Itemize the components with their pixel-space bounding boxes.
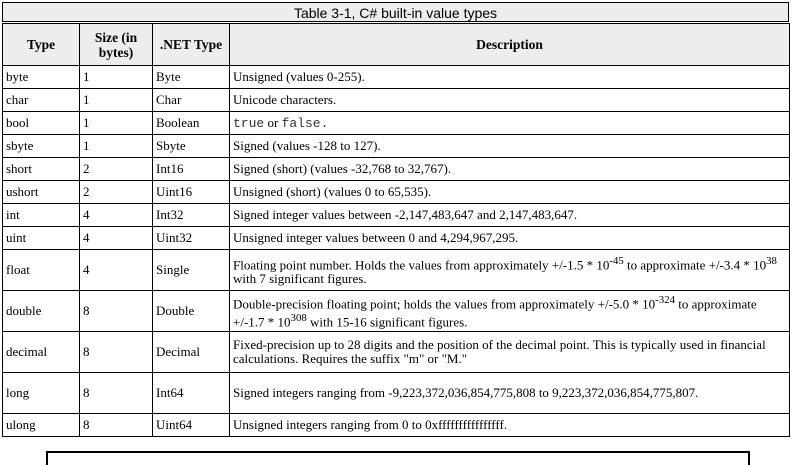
cell-type: char (2, 88, 80, 112)
header-description: Description (229, 23, 790, 66)
description-text: to approximate +/-3.4 * 10 (623, 257, 767, 273)
table-caption: Table 3-1, C# built-in value types (2, 2, 789, 22)
cell-type: float (2, 249, 80, 291)
cell-size: 1 (79, 134, 153, 158)
cell-type: sbyte (2, 134, 80, 158)
table-row: sbyte 1 Sbyte Signed (values -128 to 127… (2, 134, 790, 158)
header-net-type: .NET Type (152, 23, 230, 66)
cell-size: 8 (79, 413, 153, 437)
cell-type: ulong (2, 413, 80, 437)
cell-net-type: Int64 (152, 372, 230, 414)
next-section-box (46, 451, 750, 465)
cell-net-type: Boolean (152, 111, 230, 135)
cell-size: 4 (79, 249, 153, 291)
keyword-true: true (233, 115, 265, 131)
cell-type: bool (2, 111, 80, 135)
cell-description: Signed integers ranging from -9,223,372,… (229, 372, 790, 414)
cell-net-type: Byte (152, 65, 230, 89)
cell-size: 8 (79, 290, 153, 332)
cell-type: int (2, 203, 80, 227)
cell-size: 1 (79, 65, 153, 89)
cell-size: 2 (79, 180, 153, 204)
cell-size: 8 (79, 372, 153, 414)
exponent: 38 (766, 254, 777, 267)
table-row: float 4 Single Floating point number. Ho… (2, 249, 790, 291)
table-row: decimal 8 Decimal Fixed-precision up to … (2, 331, 790, 373)
cell-description: Unsigned (short) (values 0 to 65,535). (229, 180, 790, 204)
cell-size: 1 (79, 88, 153, 112)
cell-size: 4 (79, 226, 153, 250)
cell-type: uint (2, 226, 80, 250)
cell-net-type: Uint32 (152, 226, 230, 250)
description-text: Double-precision floating point; holds t… (233, 296, 656, 311)
cell-size: 1 (79, 111, 153, 135)
cell-size: 8 (79, 331, 153, 373)
cell-description: true or false. (229, 111, 790, 135)
cell-description: Floating point number. Holds the values … (229, 249, 790, 291)
cell-net-type: Double (152, 290, 230, 332)
cell-description: Unsigned (values 0-255). (229, 65, 790, 89)
cell-net-type: Single (152, 249, 230, 291)
exponent: 308 (290, 312, 307, 324)
header-size: Size (in bytes) (79, 23, 153, 66)
table-row: bool 1 Boolean true or false. (2, 111, 790, 135)
cell-net-type: Int32 (152, 203, 230, 227)
cell-type: double (2, 290, 80, 332)
cell-description: Signed integer values between -2,147,483… (229, 203, 790, 227)
cell-description: Signed (values -128 to 127). (229, 134, 790, 158)
cell-net-type: Int16 (152, 157, 230, 181)
cell-net-type: Sbyte (152, 134, 230, 158)
description-text: to approximate +/-1.7 * 10 (233, 296, 757, 330)
table-row: uint 4 Uint32 Unsigned integer values be… (2, 226, 790, 250)
description-text: with 15-16 significant figures. (306, 314, 468, 330)
cell-type: decimal (2, 331, 80, 373)
cell-net-type: Uint64 (152, 413, 230, 437)
cell-type: ushort (2, 180, 80, 204)
description-text: with 7 significant figures. (233, 271, 367, 287)
table-row: short 2 Int16 Signed (short) (values -32… (2, 157, 790, 181)
cell-type: short (2, 157, 80, 181)
table-row: int 4 Int32 Signed integer values betwee… (2, 203, 790, 227)
table-row: long 8 Int64 Signed integers ranging fro… (2, 372, 790, 414)
cell-size: 2 (79, 157, 153, 181)
table-row: char 1 Char Unicode characters. (2, 88, 790, 112)
header-row: Type Size (in bytes) .NET Type Descripti… (2, 23, 790, 66)
cell-description: Signed (short) (values -32,768 to 32,767… (229, 157, 790, 181)
cell-type: long (2, 372, 80, 414)
cell-description: Double-precision floating point; holds t… (229, 290, 790, 332)
cell-size: 4 (79, 203, 153, 227)
cell-type: byte (2, 65, 80, 89)
table-row: ushort 2 Uint16 Unsigned (short) (values… (2, 180, 790, 204)
value-types-table: Type Size (in bytes) .NET Type Descripti… (2, 23, 790, 437)
exponent: -45 (609, 254, 624, 267)
description-text: or (264, 114, 282, 130)
cell-description: Unicode characters. (229, 88, 790, 112)
cell-description: Fixed-precision up to 28 digits and the … (229, 331, 790, 373)
description-text: Floating point number. Holds the values … (233, 257, 610, 273)
cell-net-type: Decimal (152, 331, 230, 373)
table-row: ulong 8 Uint64 Unsigned integers ranging… (2, 413, 790, 437)
exponent: -324 (655, 293, 676, 306)
cell-net-type: Uint16 (152, 180, 230, 204)
header-type: Type (2, 23, 80, 66)
cell-net-type: Char (152, 88, 230, 112)
table-row: byte 1 Byte Unsigned (values 0-255). (2, 65, 790, 89)
cell-description: Unsigned integer values between 0 and 4,… (229, 226, 790, 250)
keyword-false: false. (281, 115, 329, 131)
table-row: double 8 Double Double-precision floatin… (2, 290, 790, 332)
cell-description: Unsigned integers ranging from 0 to 0xff… (229, 413, 790, 437)
